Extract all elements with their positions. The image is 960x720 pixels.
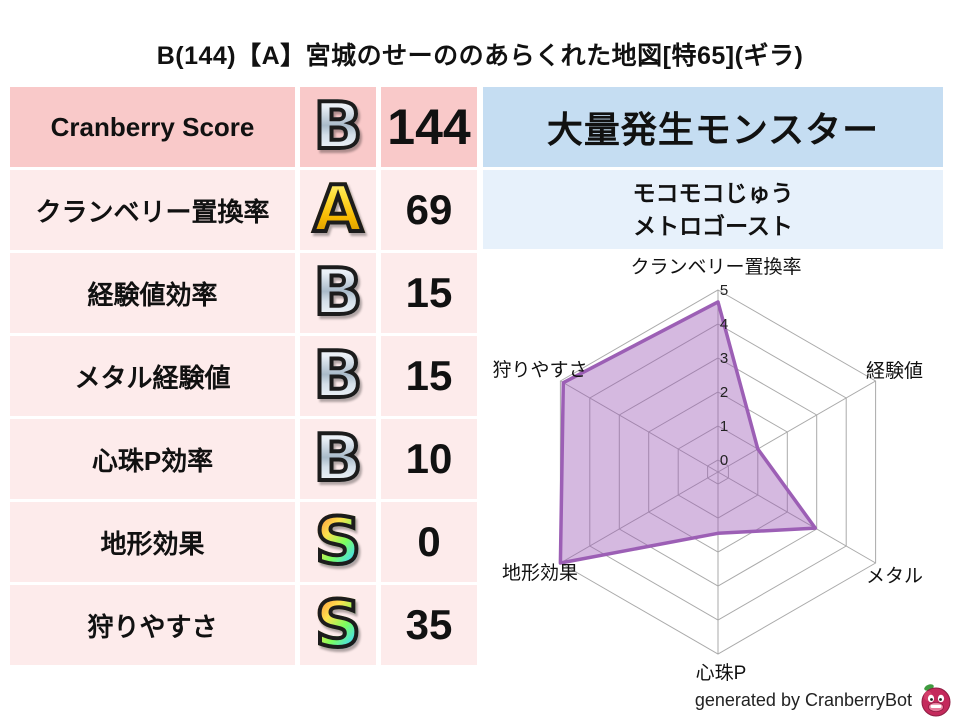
credit-text: generated by CranberryBot (694, 689, 912, 710)
radar-axis-label: メタル (866, 565, 923, 587)
radar-tick-label: 5 (720, 282, 728, 299)
grade-badge: B (300, 253, 376, 333)
monster-list: モコモコじゅう メトロゴースト (483, 170, 943, 249)
stat-value: 35 (381, 585, 477, 665)
radar-axis-label: 経験値 (866, 360, 923, 382)
stat-value: 15 (381, 336, 477, 416)
radar-gridline (648, 391, 788, 553)
radar-tick-label: 4 (720, 316, 728, 333)
radar-tick-label: 2 (720, 384, 728, 401)
radar-axis-label: 心珠P (696, 662, 747, 684)
table-row: 狩りやすさ S 35 (10, 585, 477, 665)
stat-value: 0 (381, 502, 477, 582)
stat-value: 15 (381, 253, 477, 333)
stat-label: 心珠P効率 (10, 419, 295, 499)
grade-badge: B (300, 87, 376, 167)
monster-name: メトロゴースト (633, 212, 793, 239)
radar-spoke (717, 471, 876, 564)
radar-spoke (717, 380, 876, 473)
table-row: 心珠P効率 B 10 (10, 419, 477, 499)
stat-label: メタル経験値 (10, 336, 295, 416)
radar-gridline (618, 357, 818, 587)
radar-axis-label: 地形効果 (502, 562, 578, 584)
radar-tick-label: 3 (720, 350, 728, 367)
grade-badge: A (300, 170, 376, 250)
radar-axis-label: クランベリー置換率 (630, 256, 801, 278)
monster-panel-header: 大量発生モンスター (483, 87, 943, 167)
grade-badge: B (300, 419, 376, 499)
radar-gridline (589, 323, 847, 621)
stat-label: 狩りやすさ (10, 585, 295, 665)
stat-label: クランベリー置換率 (10, 170, 295, 250)
monster-name: モコモコじゅう (632, 179, 794, 206)
table-row: Cranberry Score B 144 (10, 87, 477, 167)
table-row: クランベリー置換率 A 69 (10, 170, 477, 250)
radar-data-polygon (558, 300, 818, 565)
radar-tick-label: 0 (720, 452, 728, 469)
table-row: 経験値効率 B 15 (10, 253, 477, 333)
radar-gridline (559, 289, 877, 655)
stat-value: 10 (381, 419, 477, 499)
footer: generated by CranberryBot (695, 682, 954, 718)
stat-label: 地形効果 (10, 502, 295, 582)
stat-label: Cranberry Score (10, 87, 295, 167)
cranberry-bot-icon (921, 684, 951, 717)
radar-axis-label: 狩りやすさ (492, 359, 587, 381)
grade-badge: B (300, 336, 376, 416)
stat-label: 経験値効率 (10, 253, 295, 333)
stats-table: Cranberry Score B 144 クランベリー置換率 A 69 経験値… (10, 87, 477, 668)
radar-tick-label: 1 (720, 418, 728, 435)
page-title: B(144)【A】宮城のせーののあらくれた地図[特65](ギラ) (156, 42, 804, 70)
radar-gridline (707, 459, 729, 485)
stat-value: 69 (381, 170, 477, 250)
table-row: メタル経験値 B 15 (10, 336, 477, 416)
radar-spoke (560, 380, 719, 473)
table-row: 地形効果 S 0 (10, 502, 477, 582)
grade-badge: S (300, 502, 376, 582)
grade-badge: S (300, 585, 376, 665)
radar-spoke (560, 471, 719, 564)
stat-value: 144 (381, 87, 477, 167)
